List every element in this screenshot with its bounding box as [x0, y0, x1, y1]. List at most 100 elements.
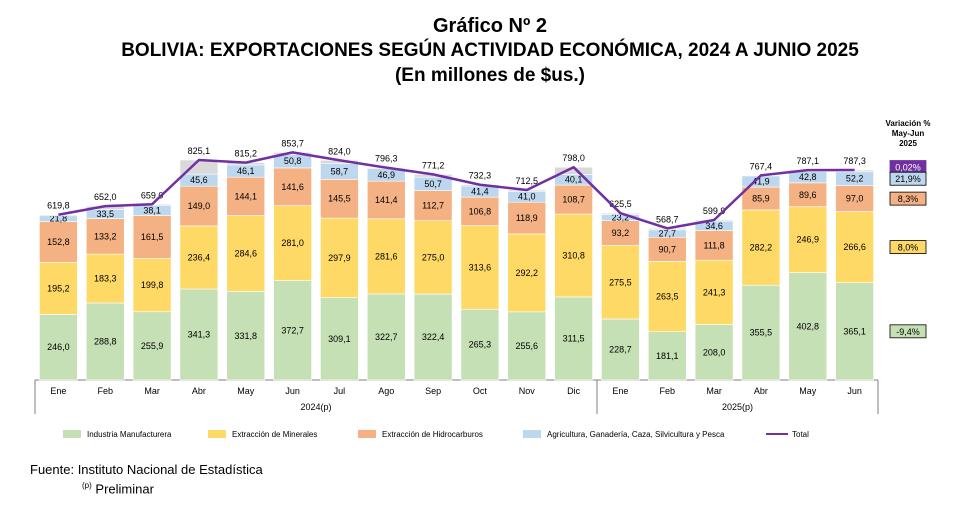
bar-minerales: [835, 211, 874, 283]
bar-manufactura: [320, 297, 359, 381]
chart-units: (En millones de $us.): [394, 65, 586, 86]
chart-footer: Fuente: Instituto Nacional de Estadístic…: [30, 462, 263, 497]
variation-value-minerales: 8,0%: [898, 243, 919, 253]
variation-value-total: 0,02%: [895, 163, 921, 173]
bar-hidrocarburos: [554, 184, 593, 215]
data-label-hidrocarburos: 97,0: [846, 194, 864, 204]
bar-hidrocarburos: [460, 196, 500, 226]
data-label-agricultura: 42,8: [799, 172, 817, 182]
data-label-agricultura: 41,0: [518, 192, 536, 202]
bar-manufactura: [226, 291, 266, 381]
bar-minerales: [226, 215, 266, 292]
data-label-manufactura: 309,1: [328, 334, 351, 344]
data-label-minerales: 263,5: [656, 292, 679, 302]
data-label-minerales: 199,8: [141, 280, 164, 290]
data-label-hidrocarburos: 118,9: [516, 213, 538, 223]
data-label-hidrocarburos: 111,8: [703, 240, 724, 250]
data-label-minerales: 297,9: [328, 253, 351, 263]
data-label-hidrocarburos: 93,2: [612, 228, 630, 238]
data-label-agricultura: 23,2: [612, 213, 630, 223]
total-label: 599,9: [703, 206, 726, 216]
total-label: 787,3: [843, 156, 866, 166]
data-label-hidrocarburos: 133,2: [94, 231, 117, 241]
data-label-manufactura: 341,3: [188, 329, 211, 339]
bar-manufactura: [601, 318, 640, 381]
variation-title: May-Jun: [892, 129, 925, 138]
chart-title: Gráfico Nº 2: [432, 15, 547, 37]
month-tick-label: Jun: [847, 386, 862, 396]
bar-manufactura: [179, 288, 219, 381]
data-label-minerales: 236,4: [188, 252, 211, 262]
data-label-manufactura: 311,5: [563, 333, 585, 343]
variation-value-agricultura: 21,9%: [895, 174, 921, 184]
data-label-manufactura: 228,7: [609, 345, 632, 355]
data-label-hidrocarburos: 90,7: [658, 244, 676, 254]
bar-hidrocarburos: [273, 167, 312, 206]
month-tick-label: Jul: [334, 386, 346, 396]
data-label-minerales: 246,9: [796, 235, 819, 245]
data-label-hidrocarburos: 112,7: [422, 201, 444, 211]
variation-badge-agricultura: [889, 171, 927, 186]
legend-label-total: Total: [792, 430, 809, 439]
data-label-agricultura: 33,5: [96, 209, 114, 219]
data-label-minerales: 284,6: [234, 249, 257, 259]
legend-swatch-hidrocarburos: [358, 430, 376, 438]
bar-manufactura: [554, 296, 593, 381]
data-label-hidrocarburos: 85,9: [752, 193, 770, 203]
bar-manufactura: [366, 293, 406, 381]
legend-swatch-manufactura: [63, 430, 81, 438]
variation-badge-hidrocarburos: [889, 191, 927, 206]
bar-hidrocarburos: [366, 180, 406, 220]
bar-hidrocarburos: [694, 230, 734, 261]
data-label-manufactura: 255,9: [141, 341, 164, 351]
bar-manufactura: [39, 314, 78, 381]
month-tick-label: May: [799, 386, 817, 396]
bar-hidrocarburos: [39, 221, 78, 263]
data-label-manufactura: 208,0: [703, 347, 726, 357]
data-label-minerales: 310,8: [562, 250, 585, 260]
month-tick-label: Sep: [425, 386, 441, 396]
data-label-manufactura: 322,4: [422, 332, 445, 342]
legend-label-manufactura: Industria Manufacturera: [87, 430, 172, 439]
data-label-minerales: 292,2: [515, 268, 538, 278]
total-label: 815,2: [234, 149, 257, 159]
legend-swatch-agricultura: [523, 430, 541, 438]
data-label-agricultura: 41,9: [752, 176, 770, 186]
data-label-agricultura: 38,1: [143, 205, 161, 215]
data-label-manufactura: 331,8: [234, 331, 257, 341]
total-label: 619,8: [47, 201, 70, 211]
bar-minerales: [39, 262, 78, 315]
data-label-minerales: 275,5: [609, 277, 632, 287]
variation-title: Variación %: [886, 119, 931, 128]
month-tick-label: Oct: [473, 386, 488, 396]
month-tick-label: Mar: [706, 386, 722, 396]
variation-badge-minerales: [889, 240, 927, 254]
data-label-agricultura: 58,7: [331, 167, 349, 177]
data-label-manufactura: 246,0: [47, 342, 70, 352]
bar-hidrocarburos: [226, 176, 266, 216]
variation-value-manufactura: -9,4%: [896, 327, 920, 337]
data-label-minerales: 275,0: [422, 252, 445, 262]
total-label: 652,0: [94, 192, 117, 202]
preliminary-note: (p) Preliminar: [30, 478, 263, 497]
data-label-agricultura: 45,6: [190, 175, 208, 185]
data-label-minerales: 195,2: [47, 283, 70, 293]
data-label-hidrocarburos: 149,0: [188, 201, 211, 211]
data-label-minerales: 241,3: [703, 287, 726, 297]
data-label-hidrocarburos: 161,5: [141, 232, 164, 242]
total-label: 798,0: [562, 153, 585, 163]
total-label: 732,3: [469, 171, 492, 181]
bar-manufactura: [835, 282, 874, 381]
preliminary-mark: (p): [82, 481, 92, 490]
month-tick-label: May: [237, 386, 255, 396]
data-label-manufactura: 265,3: [469, 340, 492, 350]
bar-minerales: [694, 259, 734, 325]
data-label-manufactura: 372,7: [281, 325, 304, 335]
bar-hidrocarburos: [132, 215, 172, 259]
total-label: 796,3: [375, 154, 398, 164]
data-label-minerales: 183,3: [94, 274, 117, 284]
legend-label-hidrocarburos: Extracción de Hidrocarburos: [382, 430, 483, 439]
data-label-agricultura: 21,8: [50, 214, 68, 224]
data-label-manufactura: 255,6: [515, 341, 538, 351]
